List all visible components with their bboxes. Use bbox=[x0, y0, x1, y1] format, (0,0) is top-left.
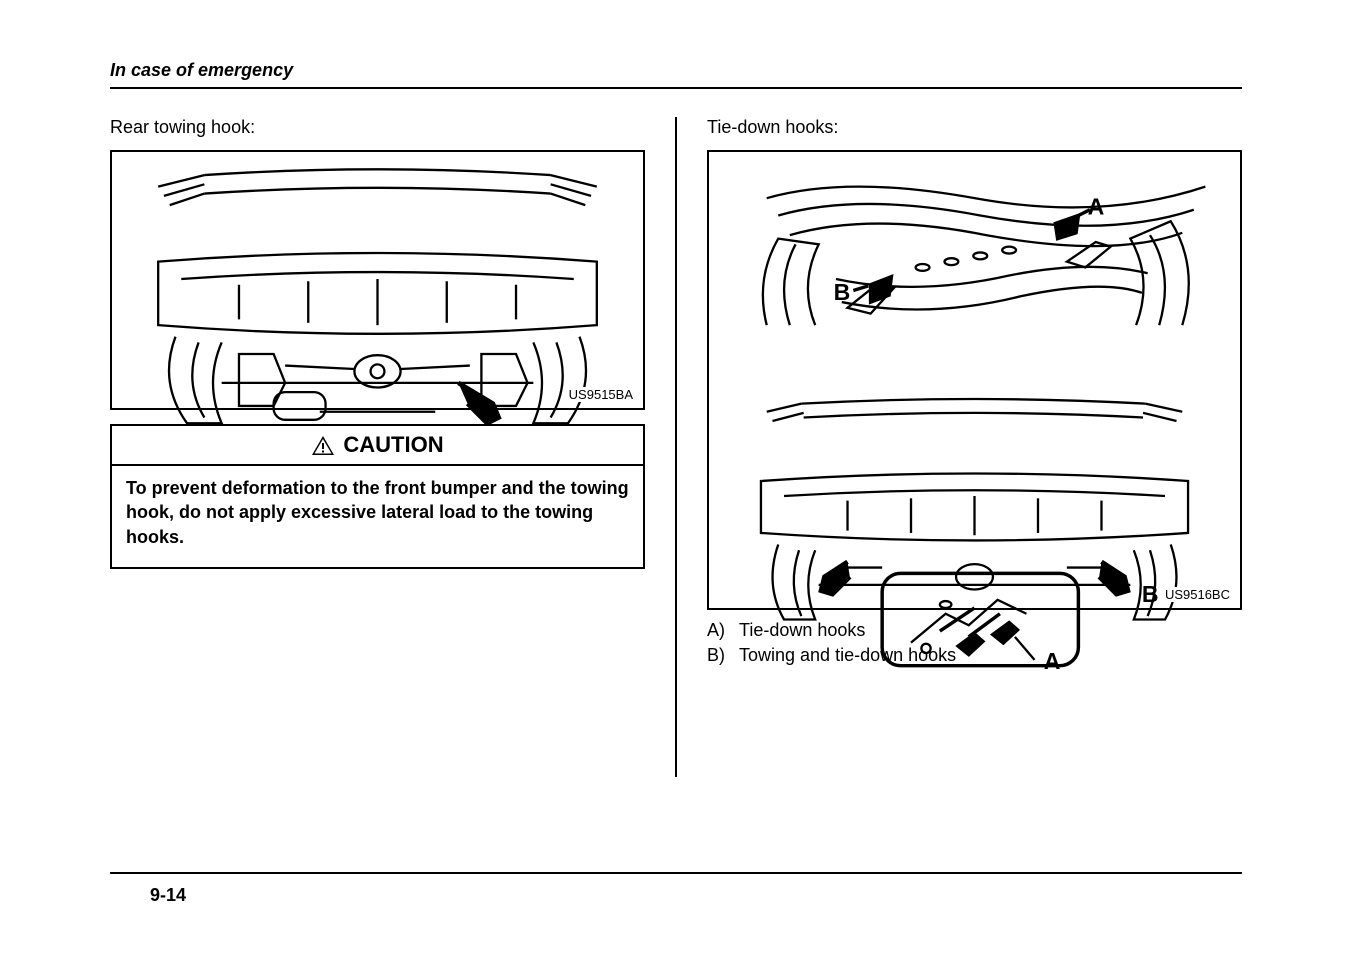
tiedown-illustration: A B bbox=[709, 152, 1240, 683]
left-title: Rear towing hook: bbox=[110, 117, 645, 138]
section-header: In case of emergency bbox=[110, 60, 1242, 81]
figure-code-right: US9516BC bbox=[1163, 587, 1232, 602]
left-column: Rear towing hook: bbox=[110, 117, 675, 777]
page-number: 9-14 bbox=[150, 885, 186, 906]
callout-a-bottom: A bbox=[1044, 648, 1061, 674]
callout-a-top: A bbox=[1088, 193, 1105, 219]
rear-towing-illustration bbox=[112, 152, 643, 452]
callout-b-top: B bbox=[834, 279, 851, 305]
tiedown-figure: A B bbox=[707, 150, 1242, 610]
rear-towing-figure: US9515BA bbox=[110, 150, 645, 410]
two-column-layout: Rear towing hook: bbox=[110, 117, 1242, 777]
right-title: Tie-down hooks: bbox=[707, 117, 1242, 138]
figure-code-left: US9515BA bbox=[567, 387, 635, 402]
right-column: Tie-down hooks: bbox=[677, 117, 1242, 777]
manual-page: In case of emergency Rear towing hook: bbox=[0, 0, 1352, 954]
bottom-rule bbox=[110, 872, 1242, 874]
caution-text: To prevent deformation to the front bump… bbox=[112, 466, 643, 567]
callout-b-bottom: B bbox=[1142, 581, 1159, 607]
top-rule bbox=[110, 87, 1242, 89]
